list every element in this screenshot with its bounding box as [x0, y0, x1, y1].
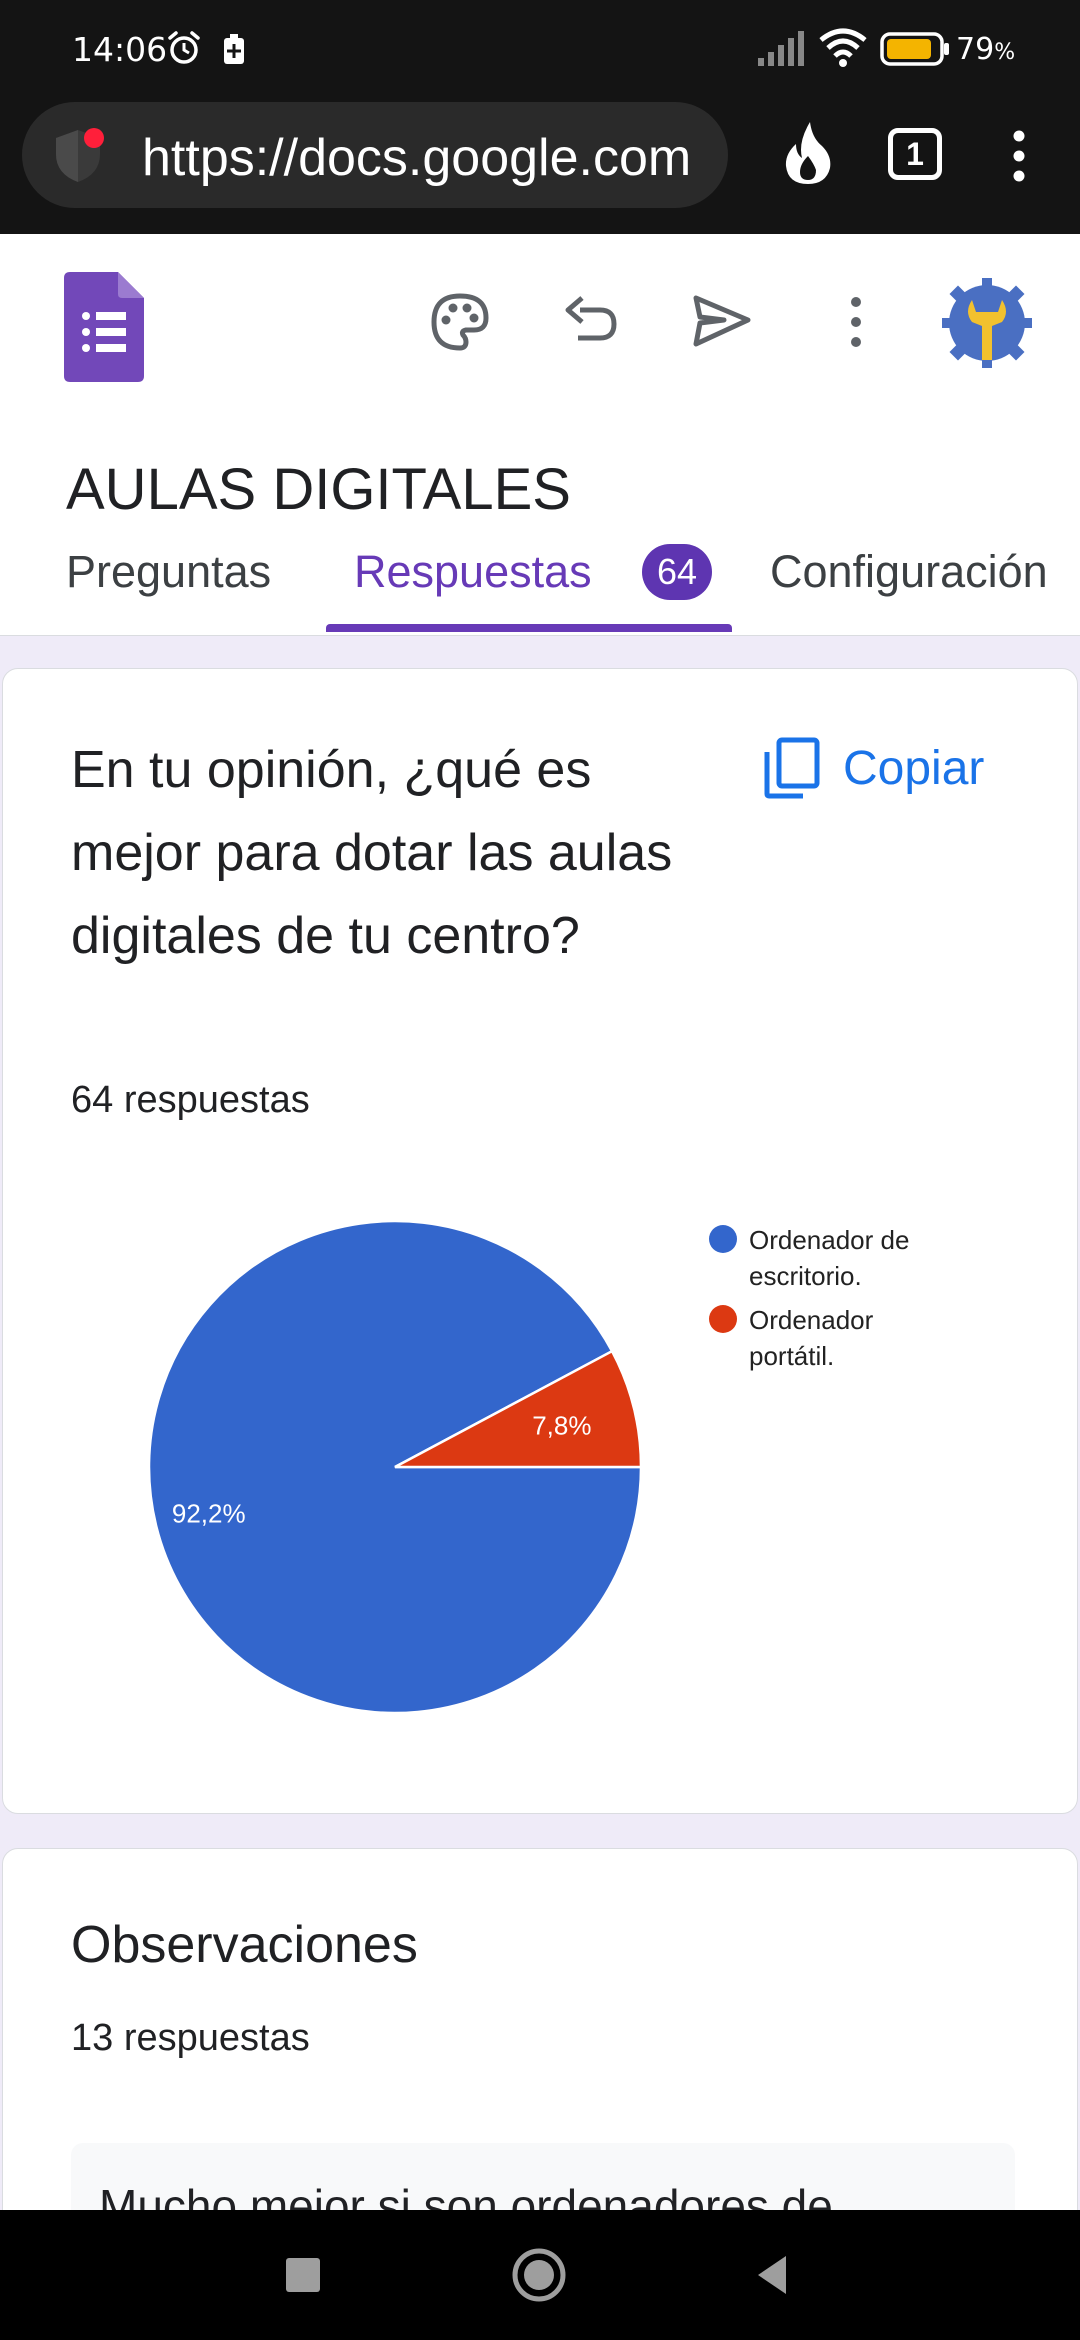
pie-slice-label-2: 7,8%	[532, 1410, 591, 1440]
copy-chart-button[interactable]: Copiar	[763, 733, 984, 803]
wifi-icon	[819, 28, 867, 67]
legend-marker-1	[709, 1225, 737, 1253]
battery-saver-icon	[224, 34, 244, 64]
battery-icon	[880, 32, 949, 66]
legend-label-1: Ordenador de	[749, 1225, 909, 1255]
status-bar: 14:06 79%	[0, 0, 1080, 98]
alarm-icon	[168, 31, 200, 64]
undo-icon[interactable]	[560, 290, 624, 354]
google-forms-logo[interactable]	[64, 272, 144, 382]
question-summary-card: En tu opinión, ¿qué es mejor para dotar …	[2, 668, 1078, 1814]
pie-slice-label-1: 92,2%	[172, 1499, 246, 1529]
response-count: 64 respuestas	[71, 1079, 310, 1121]
fire-icon[interactable]	[780, 120, 836, 186]
tab-preguntas[interactable]: Preguntas	[66, 546, 272, 597]
browser-menu-icon[interactable]	[1004, 128, 1034, 184]
forms-header: AULAS DIGITALES Preguntas Respuestas 64 …	[0, 234, 1080, 636]
cell-signal-icon	[758, 31, 804, 66]
copy-label: Copiar	[843, 741, 985, 795]
recents-button[interactable]	[270, 2242, 336, 2308]
legend-marker-2	[709, 1305, 737, 1333]
observations-count: 13 respuestas	[71, 2017, 310, 2059]
tab-respuestas[interactable]: Respuestas	[354, 546, 592, 597]
url-text[interactable]: https://docs.google.com	[142, 129, 692, 187]
pie-chart: 92,2% 7,8% Ordenador de escritorio. Ordenado…	[147, 1219, 909, 1715]
observations-title: Observaciones	[71, 1916, 418, 1974]
form-title: AULAS DIGITALES	[66, 457, 571, 522]
pie-slice-2[interactable]	[394, 1349, 643, 1469]
legend-label-2: portátil.	[749, 1341, 834, 1371]
back-button[interactable]	[740, 2242, 806, 2308]
palette-icon[interactable]	[428, 290, 492, 354]
more-options-icon[interactable]	[826, 290, 890, 354]
legend-label-2: Ordenador	[749, 1305, 874, 1335]
responses-count-badge: 64	[642, 544, 712, 600]
tab-configuracion[interactable]: Configuración	[770, 546, 1048, 597]
battery-percent: 79%	[956, 32, 1016, 67]
home-button[interactable]	[506, 2242, 572, 2308]
shield-icon[interactable]	[50, 124, 112, 186]
legend-label-1: escritorio.	[749, 1261, 862, 1291]
system-nav-bar	[0, 2210, 1080, 2340]
tabs-button[interactable]: 1	[888, 128, 942, 180]
copy-icon	[764, 737, 820, 799]
browser-toolbar: https://docs.google.com 1	[0, 98, 1080, 234]
status-time: 14:06	[72, 30, 168, 69]
active-tab-indicator	[326, 624, 732, 632]
question-title: En tu opinión, ¿qué es mejor para dotar …	[71, 741, 673, 965]
avatar[interactable]	[942, 278, 1032, 368]
address-bar[interactable]: https://docs.google.com	[22, 102, 728, 208]
send-icon[interactable]	[690, 290, 754, 354]
